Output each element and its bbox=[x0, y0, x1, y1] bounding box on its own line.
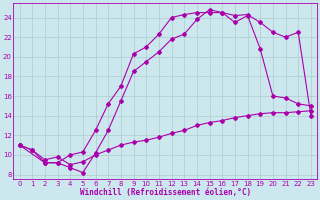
X-axis label: Windchill (Refroidissement éolien,°C): Windchill (Refroidissement éolien,°C) bbox=[80, 188, 251, 197]
